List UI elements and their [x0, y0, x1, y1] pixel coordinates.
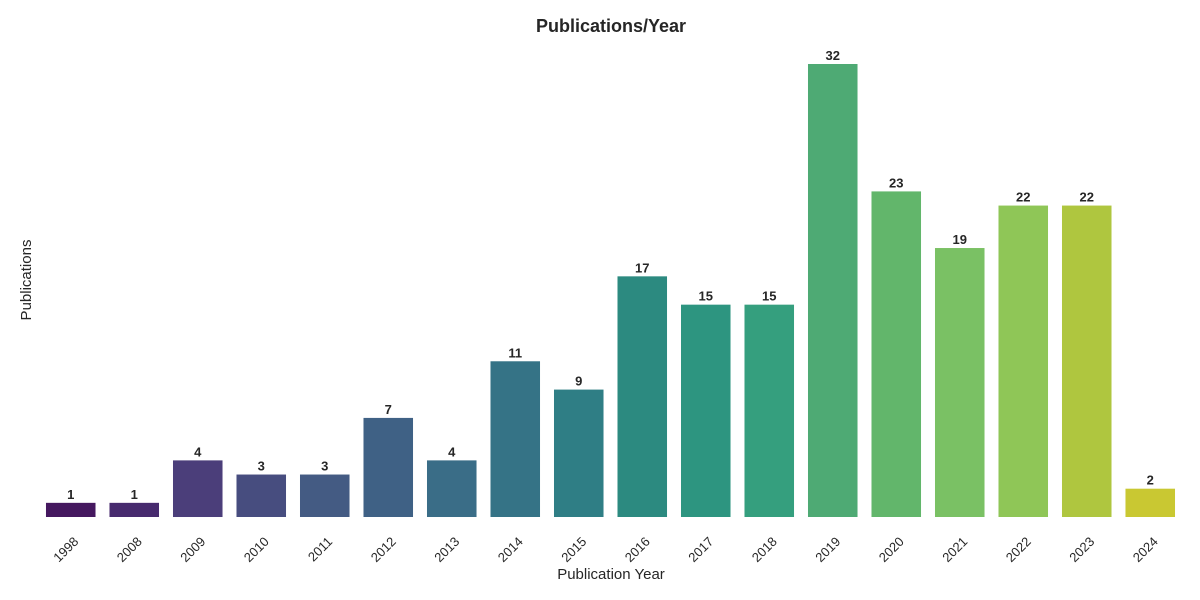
bar-2016	[617, 276, 668, 517]
x-tick-label-2023: 2023	[1066, 534, 1097, 565]
data-label-2020: 23	[889, 175, 903, 190]
data-label-2024: 2	[1147, 473, 1154, 488]
data-label-2021: 19	[953, 232, 967, 247]
data-label-2018: 15	[762, 289, 776, 304]
bar-2013	[426, 460, 477, 518]
bar-2018	[744, 304, 795, 517]
bar-2023	[1061, 205, 1112, 517]
bar-2022	[998, 205, 1049, 517]
x-tick-label-2021: 2021	[939, 534, 970, 565]
x-tick-label-1998: 1998	[50, 534, 81, 565]
bar-2009	[172, 460, 223, 518]
data-label-2008: 1	[131, 487, 138, 502]
x-tick-label-2024: 2024	[1130, 534, 1161, 565]
bar-2021	[934, 248, 985, 517]
bar-2024	[1125, 488, 1176, 517]
data-label-2022: 22	[1016, 190, 1030, 205]
data-label-2023: 22	[1080, 190, 1094, 205]
data-label-2016: 17	[635, 260, 649, 275]
x-tick-labels-group: 1998 2008 2009 2010 2011 2012 2013 2014 2015 2016…	[50, 534, 1161, 565]
bar-2014	[490, 361, 541, 517]
data-label-1998: 1	[67, 487, 74, 502]
x-tick-label-2012: 2012	[368, 534, 399, 565]
x-tick-label-2014: 2014	[495, 534, 526, 565]
bar-2015	[553, 389, 604, 517]
data-label-2010: 3	[258, 459, 265, 474]
x-tick-label-2010: 2010	[241, 534, 272, 565]
data-label-2017: 15	[699, 289, 713, 304]
x-tick-label-2015: 2015	[558, 534, 589, 565]
bar-1998	[45, 502, 96, 517]
bar-2012	[363, 417, 414, 517]
data-label-2013: 4	[448, 444, 456, 459]
bar-2019	[807, 64, 858, 517]
data-label-2019: 32	[826, 48, 840, 63]
x-axis-label: Publication Year	[557, 566, 665, 583]
x-tick-label-2019: 2019	[812, 534, 843, 565]
x-tick-label-2008: 2008	[114, 534, 145, 565]
bar-2017	[680, 304, 731, 517]
x-tick-label-2017: 2017	[685, 534, 716, 565]
data-label-2015: 9	[575, 374, 582, 389]
x-tick-label-2009: 2009	[177, 534, 208, 565]
bar-2020	[871, 191, 922, 517]
data-label-2011: 3	[321, 459, 328, 474]
y-axis-label: Publications	[18, 240, 35, 321]
bar-2011	[299, 474, 350, 517]
x-tick-label-2020: 2020	[876, 534, 907, 565]
chart-title: Publications/Year	[536, 16, 686, 36]
bar-2010	[236, 474, 287, 517]
x-tick-label-2013: 2013	[431, 534, 462, 565]
x-tick-label-2018: 2018	[749, 534, 780, 565]
data-label-2014: 11	[508, 345, 522, 360]
x-tick-label-2011: 2011	[305, 534, 335, 564]
x-tick-label-2016: 2016	[622, 534, 653, 565]
bar-2008	[109, 502, 160, 517]
x-tick-label-2022: 2022	[1003, 534, 1034, 565]
bars-group	[45, 64, 1176, 518]
data-label-2012: 7	[385, 402, 392, 417]
data-label-2009: 4	[194, 444, 202, 459]
